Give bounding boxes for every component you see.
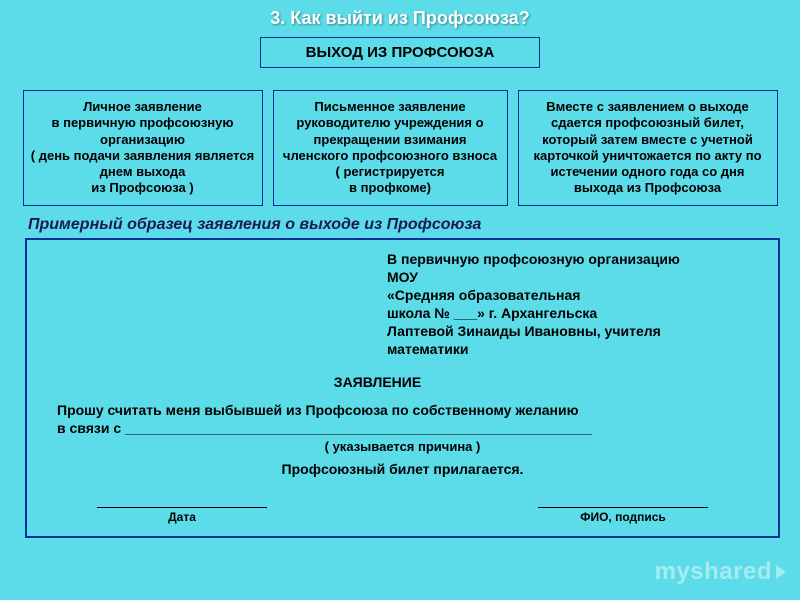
form-attachment: Профсоюзный билет прилагается. [57,460,748,478]
form-body: Прошу считать меня выбывшей из Профсоюза… [57,401,748,437]
form-title: ЗАЯВЛЕНИЕ [7,373,748,391]
watermark-text: myshared [655,558,772,586]
form-reason-hint: ( указывается причина ) [57,439,748,456]
play-icon [776,565,786,579]
form-addressee: В первичную профсоюзную организацию МОУ«… [387,250,687,359]
signature-row: Дата ФИО, подпись [57,496,748,526]
name-signature: ФИО, подпись [538,496,708,526]
info-row: Личное заявлениев первичную профсоюзную … [0,90,800,206]
date-line [97,496,267,508]
box-union-ticket: Вместе с заявлением о выходе сдается про… [518,90,778,206]
page-heading: 3. Как выйти из Профсоюза? [0,0,800,29]
sample-form: В первичную профсоюзную организацию МОУ«… [25,238,780,538]
sign-label: ФИО, подпись [580,510,666,524]
watermark: myshared [655,558,786,586]
date-label: Дата [168,510,196,524]
sign-line [538,496,708,508]
sample-form-label: Примерный образец заявления о выходе из … [28,216,800,234]
box-written-application: Письменное заявление руководителю учрежд… [273,90,508,206]
box-personal-application: Личное заявлениев первичную профсоюзную … [23,90,263,206]
date-signature: Дата [97,496,267,526]
title-box: ВЫХОД ИЗ ПРОФСОЮЗА [260,37,540,68]
